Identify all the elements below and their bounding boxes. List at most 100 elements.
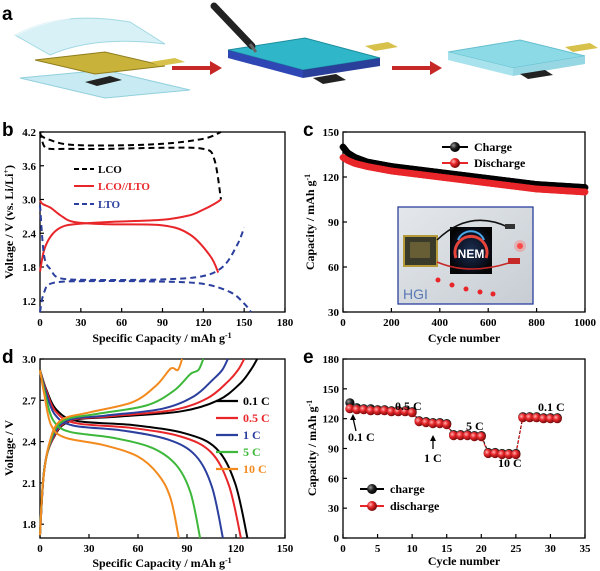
xtick-label-e-7: 35: [580, 543, 592, 555]
panel-d: d 0 30 60 90 120 150 1.8 2.1 2.4 2.7 3.0 0.1 C 0.5 …: [2, 347, 294, 570]
point-e-1-9: [407, 408, 417, 418]
xtick-label-b-1: 30: [75, 317, 87, 329]
xtick-label-c-1: 200: [383, 317, 400, 329]
xtick-label-e-1: 5: [375, 543, 381, 555]
coated-side-right: [303, 58, 380, 78]
xtick-label-d-2: 60: [133, 543, 145, 555]
point-e-1-10: [414, 417, 424, 427]
ytick-label-b-3: 3.0: [22, 195, 36, 207]
schematic-step-1: [13, 17, 191, 99]
legend-e-label-charge: charge: [390, 482, 425, 496]
legend-e-marker-discharge: [367, 501, 377, 511]
point-e-1-12: [428, 419, 438, 429]
legend-b-label-lco: LCO: [98, 164, 122, 176]
xtick-label-b-3: 90: [157, 317, 169, 329]
ylabel-c: Capacity / mAh g-1: [303, 174, 317, 270]
ytick-label-d-1: 2.1: [22, 478, 36, 490]
point-e-1-15: [449, 431, 459, 441]
axes-d: 0 30 60 90 120 150 1.8 2.1 2.4 2.7 3.0: [22, 354, 294, 555]
ytick-label-e-0: 0: [334, 533, 340, 545]
xtick-label-d-4: 120: [228, 543, 245, 555]
axes-e: 0 5 10 15 20 25 30 35 0 30 60 90 120 150 180: [323, 354, 592, 555]
series-d-charge-4: [39, 358, 184, 536]
panel-label-c: c: [303, 120, 314, 141]
point-e-1-26: [525, 413, 535, 423]
axes-b: 0 30 60 90 120 150 180 1.2 1.8 2.4 3.0 3.6 4.2: [22, 127, 294, 329]
xtick-label-c-2: 400: [432, 317, 449, 329]
photo-logo-box: [450, 227, 492, 274]
xtick-label-b-4: 120: [195, 317, 212, 329]
xlabel-b-text: Specific Capacity / mAh g: [92, 331, 225, 345]
series-c-1: [339, 154, 589, 196]
photo-dot-4: [477, 289, 483, 295]
ytick-label-b-2: 2.4: [22, 228, 36, 240]
xtick-label-d-1: 30: [84, 543, 96, 555]
series-b-2: [39, 199, 220, 274]
xtick-label-e-6: 30: [545, 543, 557, 555]
tab-black-3: [520, 70, 553, 79]
legend-b: LCO LCO//LTO LTO: [74, 164, 150, 211]
panel-label-b: b: [2, 120, 14, 141]
pipette-tip: [248, 43, 258, 53]
tab-black-2: [313, 74, 346, 84]
series-e-1: [345, 404, 562, 460]
point-e-1-25: [518, 413, 528, 423]
point-e-1-7: [393, 407, 403, 417]
process-arrow-2-head: [430, 61, 442, 75]
point-e-1-27: [532, 413, 542, 423]
point-c-1-251: [581, 188, 589, 196]
ytick-label-e-6: 180: [323, 354, 340, 366]
point-e-1-22: [497, 449, 507, 460]
film-highlight: [14, 17, 71, 36]
series-d-charge-3: [39, 358, 205, 536]
annotation-e-5: 0.1 C: [538, 400, 565, 414]
annotations-e: 0.1 C 0.5 C 1 C 5 C 10 C 0.1 C: [348, 399, 565, 470]
point-e-1-11: [421, 418, 431, 428]
xtick-label-c-5: 1000: [574, 317, 597, 329]
series-b-0: [39, 131, 222, 200]
ytick-label-e-3: 90: [328, 444, 340, 456]
point-e-1-20: [483, 448, 493, 459]
photo-clip-2: [508, 258, 520, 264]
point-e-1-4: [373, 406, 383, 416]
ytick-label-d-2: 2.4: [22, 437, 36, 449]
ytick-label-b-4: 3.6: [22, 161, 36, 173]
legend-d: 0.1 C 0.5 C 1 C 5 C 10 C: [216, 394, 270, 476]
axes-c: 0 200 400 600 800 1000 30 60 90 120 150: [323, 127, 597, 329]
legend-c-marker-discharge: [450, 158, 460, 168]
series-d-discharge-3: [39, 369, 202, 539]
xtick-label-d-5: 150: [277, 543, 294, 555]
annotation-e-0-arrow: [352, 417, 357, 432]
panel-label-e: e: [303, 347, 314, 368]
xtick-label-e-2: 10: [407, 543, 419, 555]
legend-b-label-lcolto: LCO//LTO: [98, 181, 150, 193]
point-e-1-19: [476, 432, 486, 442]
top-film-curled: [13, 17, 166, 56]
legend-d-label-1: 0.5 C: [243, 411, 270, 425]
xtick-label-b-0: 0: [37, 317, 43, 329]
ytick-label-e-4: 120: [323, 414, 340, 426]
ylabel-e: Capacity / mAh g-1: [305, 400, 319, 496]
point-e-1-24: [511, 449, 521, 460]
xtick-label-c-0: 0: [340, 317, 346, 329]
point-e-1-28: [538, 414, 549, 424]
ylabel-c-text: Capacity / mAh g: [303, 181, 317, 271]
sealed-side-front: [448, 52, 513, 76]
schematic-step-3: [447, 39, 598, 79]
ytick-label-c-4: 150: [323, 127, 340, 139]
panel-a-schematic: a: [2, 2, 598, 99]
annotation-e-3: 5 C: [466, 419, 484, 433]
series-d-charge-2: [39, 358, 229, 536]
legend-d-label-3: 5 C: [243, 445, 261, 459]
photo-dot-1: [435, 277, 441, 283]
panel-label-d: d: [2, 347, 14, 368]
photo-org-text: HGI: [403, 286, 428, 302]
legend-d-label-2: 1 C: [243, 428, 261, 442]
ylabel-b-tail: ): [2, 165, 16, 169]
ytick-label-c-0: 30: [328, 307, 340, 319]
tab-gold-2: [365, 42, 398, 51]
xtick-label-e-0: 0: [340, 543, 346, 555]
ytick-label-d-4: 3.0: [22, 354, 36, 366]
annotation-e-4: 10 C: [498, 456, 522, 470]
photo-wire-top: [436, 219, 511, 241]
